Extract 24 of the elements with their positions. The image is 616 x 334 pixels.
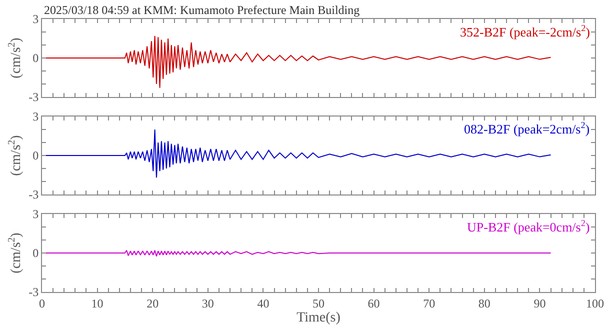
annotation: 352-B2F (peak=-2cm/s$^{2}$) [460,23,590,40]
annotation: UP-B2F (peak=0cm/s$^{2}$) [467,218,590,234]
y-tick-label: -3 [28,285,39,300]
y-tick-label: 0 [32,51,39,66]
y-tick-label: -3 [28,90,39,104]
annotation: 082-B2F (peak=2cm/s$^{2}$) [464,120,590,136]
chart-title: 2025/03/18 04:59 at KMM: Kumamoto Prefecture Main Building [44,3,360,17]
x-tick-label: 70 [423,296,436,310]
x-tick-label: 10 [91,296,104,310]
x-tick-label: 20 [146,296,159,310]
y-tick-label: 3 [32,12,39,26]
y-tick-label: 3 [32,110,39,124]
x-tick-label: 90 [534,296,546,310]
y-tick-label: 0 [32,148,39,163]
x-tick-label: 30 [202,296,214,310]
y-tick-label: 3 [32,207,39,222]
x-tick-label: 60 [368,296,380,310]
x-tick-label: 80 [478,296,490,310]
y-tick-label: 0 [32,246,39,260]
x-tick-label: 40 [257,296,270,310]
x-tick-label: 50 [312,296,324,310]
x-tick-label: 100 [586,296,604,310]
x-axis-title: Time(s) [296,310,341,326]
y-tick-label: -3 [28,188,39,202]
